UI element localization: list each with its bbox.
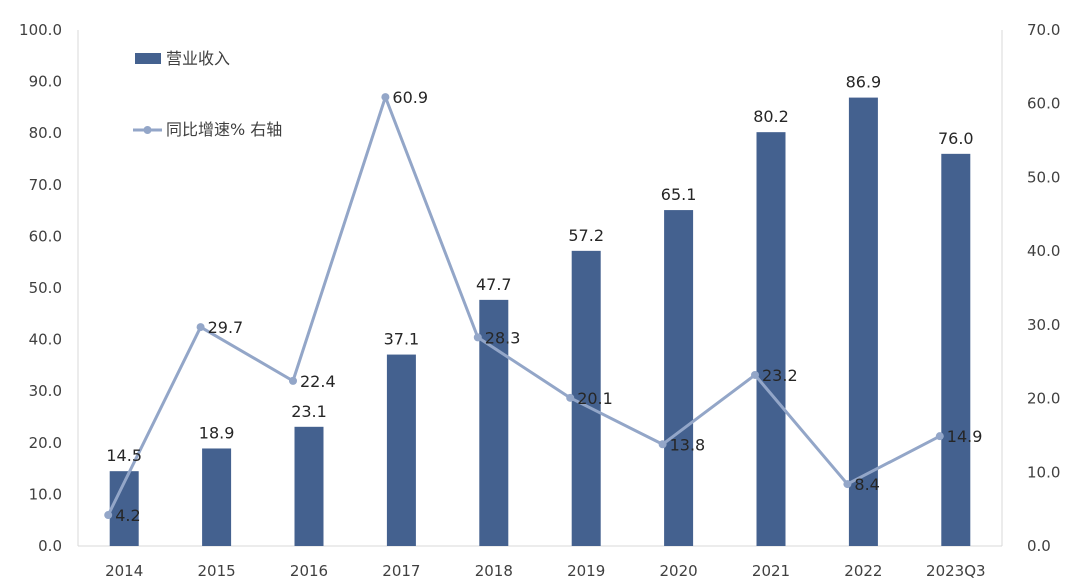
y-right-tick-label: 70.0 [1027, 21, 1060, 39]
bar [756, 132, 786, 546]
y-right-tick-label: 20.0 [1027, 390, 1060, 408]
line-data-label: 23.2 [762, 366, 798, 385]
y-left-tick-label: 40.0 [29, 331, 62, 349]
x-tick-label: 2016 [290, 562, 328, 580]
bar-data-label: 65.1 [661, 185, 697, 204]
line-point [751, 370, 759, 379]
y-right-tick-label: 40.0 [1027, 242, 1060, 260]
line-data-label: 60.9 [392, 88, 428, 107]
bar [571, 250, 601, 546]
legend-line-marker [143, 126, 152, 134]
bar [386, 354, 416, 546]
data-labels: 14.5 18.9 23.1 37.1 47.7 57.2 65.1 80.2 86.9 76.0… [106, 73, 982, 525]
bar-data-label: 80.2 [753, 107, 789, 126]
y-left-tick-label: 20.0 [29, 434, 62, 452]
y-left-tick-label: 100.0 [19, 21, 62, 39]
x-tick-label: 2014 [105, 562, 143, 580]
line-point [104, 511, 113, 520]
x-tick-label: 2023Q3 [926, 562, 986, 580]
bar-data-label: 47.7 [476, 275, 512, 294]
y-left-tick-label: 10.0 [29, 485, 62, 503]
line-point [935, 432, 944, 441]
bar-data-label: 76.0 [938, 129, 974, 148]
line-point [381, 93, 390, 102]
line-point [658, 440, 667, 449]
y-left-tick-label: 60.0 [29, 227, 62, 245]
line-point [289, 376, 297, 385]
legend-bar-swatch [135, 53, 161, 64]
y-left-tick-label: 80.0 [29, 124, 62, 142]
bar-data-label: 37.1 [384, 330, 420, 349]
y-left-tick-label: 90.0 [29, 73, 62, 91]
line-point [473, 333, 482, 342]
line-data-label: 4.2 [115, 506, 140, 525]
bar-data-label: 57.2 [568, 226, 604, 245]
line-point [843, 480, 852, 489]
y-right-tick-label: 0.0 [1027, 537, 1051, 555]
line-point [196, 323, 205, 332]
bar [941, 153, 971, 546]
x-tick-label: 2021 [752, 562, 790, 580]
bar-data-label: 23.1 [291, 402, 327, 421]
y-left-tick-label: 30.0 [29, 382, 62, 400]
y-right-tick-label: 10.0 [1027, 463, 1060, 481]
line-data-label: 22.4 [300, 372, 336, 391]
y-left-tick-label: 70.0 [29, 176, 62, 194]
legend: 营业收入 同比增速% 右轴 [133, 49, 282, 139]
line-data-label: 20.1 [577, 389, 613, 408]
line-data-label: 14.9 [947, 427, 983, 446]
x-tick-label: 2015 [198, 562, 236, 580]
legend-line-label: 同比增速% 右轴 [166, 120, 282, 139]
bar-data-label: 86.9 [846, 73, 882, 92]
x-tick-label: 2020 [660, 562, 698, 580]
axes: 0.0 10.0 20.0 30.0 40.0 50.0 60.0 70.0 80.0 90.0 1… [19, 21, 1060, 580]
x-tick-label: 2018 [475, 562, 513, 580]
y-left-tick-label: 0.0 [38, 537, 62, 555]
line-series [104, 93, 944, 520]
x-tick-label: 2017 [382, 562, 420, 580]
growth-line [106, 95, 941, 516]
bar-data-label: 18.9 [199, 423, 235, 442]
y-left-tick-label: 50.0 [29, 279, 62, 297]
x-tick-label: 2022 [844, 562, 882, 580]
legend-bar-label: 营业收入 [166, 49, 230, 68]
line-data-label: 28.3 [485, 328, 521, 347]
x-tick-label: 2019 [567, 562, 605, 580]
line-data-label: 8.4 [854, 475, 879, 494]
bar-series [109, 97, 971, 547]
bar [294, 426, 324, 546]
bar [202, 448, 232, 546]
line-point [566, 393, 575, 402]
bar-data-label: 14.5 [106, 446, 142, 465]
y-right-tick-label: 60.0 [1027, 95, 1060, 113]
line-data-label: 29.7 [208, 318, 244, 337]
line-data-label: 13.8 [670, 435, 706, 454]
y-right-tick-label: 50.0 [1027, 168, 1060, 186]
y-right-tick-label: 30.0 [1027, 316, 1060, 334]
bar [664, 210, 694, 547]
